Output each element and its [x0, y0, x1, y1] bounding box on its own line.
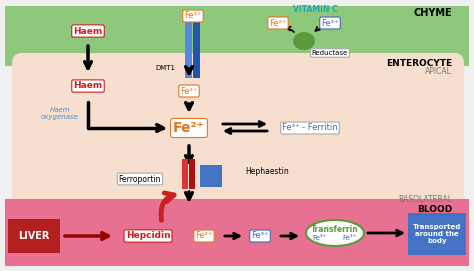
Text: Fe³⁺ - Ferritin: Fe³⁺ - Ferritin	[282, 124, 338, 133]
Text: Fe²⁺: Fe²⁺	[180, 86, 198, 95]
Text: Hepcidin: Hepcidin	[126, 231, 170, 240]
Text: BASOLATERAL: BASOLATERAL	[398, 195, 452, 204]
Text: Transferrin: Transferrin	[311, 224, 359, 234]
Text: Fe²⁺: Fe²⁺	[173, 121, 205, 135]
Bar	[5, 199, 469, 266]
Text: CHYME: CHYME	[413, 8, 452, 18]
Bar	[408, 213, 466, 255]
Text: Transported
around the
body: Transported around the body	[413, 224, 461, 244]
Text: Fe²⁺: Fe²⁺	[269, 18, 287, 27]
Text: Fe²⁺: Fe²⁺	[195, 231, 213, 240]
Text: Hephaestin: Hephaestin	[245, 166, 289, 176]
Text: LIVER: LIVER	[18, 231, 50, 241]
Text: DMT1: DMT1	[155, 65, 175, 71]
Ellipse shape	[306, 220, 364, 246]
Text: Fe³⁺: Fe³⁺	[313, 235, 327, 241]
Bar	[193, 13, 200, 78]
Bar	[182, 159, 188, 189]
Ellipse shape	[293, 32, 315, 50]
Text: Haem: Haem	[73, 82, 103, 91]
Text: Fe³⁺: Fe³⁺	[321, 18, 339, 27]
Text: Reductase: Reductase	[312, 50, 348, 56]
Text: ENTEROCYTE: ENTEROCYTE	[386, 59, 452, 67]
Bar	[200, 165, 222, 187]
Text: VITAMIN C: VITAMIN C	[292, 5, 337, 14]
Text: Haem
oxygenase: Haem oxygenase	[41, 107, 79, 120]
Text: BLOOD: BLOOD	[417, 205, 452, 214]
Bar	[189, 159, 195, 189]
Text: Haem: Haem	[73, 27, 103, 36]
Text: Fe³⁺: Fe³⁺	[251, 231, 269, 240]
Bar	[8, 219, 60, 253]
Text: APICAL: APICAL	[425, 66, 452, 76]
FancyBboxPatch shape	[12, 53, 464, 209]
Text: Ferroportin: Ferroportin	[119, 175, 161, 183]
Bar	[5, 6, 469, 66]
Text: Fe³⁺: Fe³⁺	[343, 235, 357, 241]
Text: Fe²⁺: Fe²⁺	[184, 11, 202, 21]
Bar	[185, 13, 192, 78]
